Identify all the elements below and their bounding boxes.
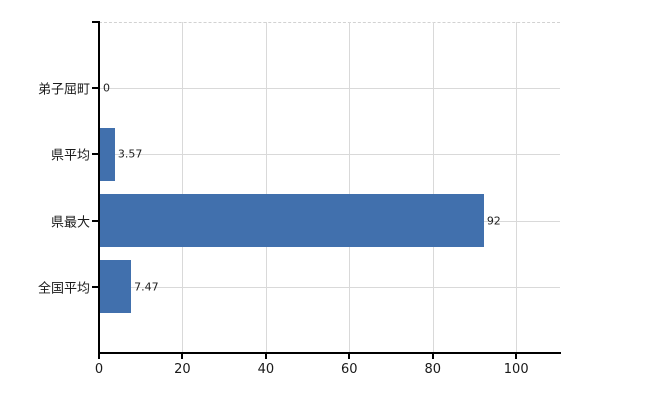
gridline-vertical (265, 22, 267, 353)
x-axis-tick (181, 353, 184, 359)
y-axis-tick (92, 285, 99, 288)
y-axis-tick (92, 219, 99, 222)
x-tick-label: 80 (424, 362, 442, 377)
x-tick-label: 100 (503, 362, 529, 377)
x-axis-tick (348, 353, 351, 359)
x-tick-label: 0 (94, 362, 104, 377)
plot-top-border (99, 22, 560, 23)
y-axis-tick (92, 153, 99, 156)
gridline-vertical (516, 22, 518, 353)
bar-value-label: 7.47 (134, 280, 159, 294)
category-label: 弟子屈町 (37, 82, 90, 98)
bar (100, 127, 115, 181)
bar (100, 194, 484, 248)
y-axis-top-tick (92, 21, 99, 23)
bar-value-label: 0 (103, 81, 110, 95)
bar (100, 260, 132, 314)
x-tick-label: 40 (257, 362, 275, 377)
x-axis-tick (431, 353, 434, 359)
gridline-horizontal (99, 154, 560, 156)
gridline-vertical (432, 22, 434, 353)
x-tick-label: 60 (341, 362, 358, 377)
y-axis-line (98, 21, 100, 359)
y-axis-tick (92, 87, 99, 90)
gridline-vertical (182, 22, 184, 353)
x-axis-tick (515, 353, 518, 359)
x-axis-tick (264, 353, 267, 359)
bar-value-label: 92 (486, 214, 501, 228)
bar-value-label: 3.57 (117, 147, 143, 161)
gridline-horizontal (99, 88, 560, 90)
x-axis-line (98, 352, 561, 354)
category-label: 県最大 (50, 215, 90, 231)
category-label: 全国平均 (37, 281, 90, 297)
x-tick-label: 20 (174, 362, 191, 377)
gridline-vertical (349, 22, 351, 353)
gridline-horizontal (99, 286, 560, 288)
category-label: 県平均 (50, 148, 90, 164)
